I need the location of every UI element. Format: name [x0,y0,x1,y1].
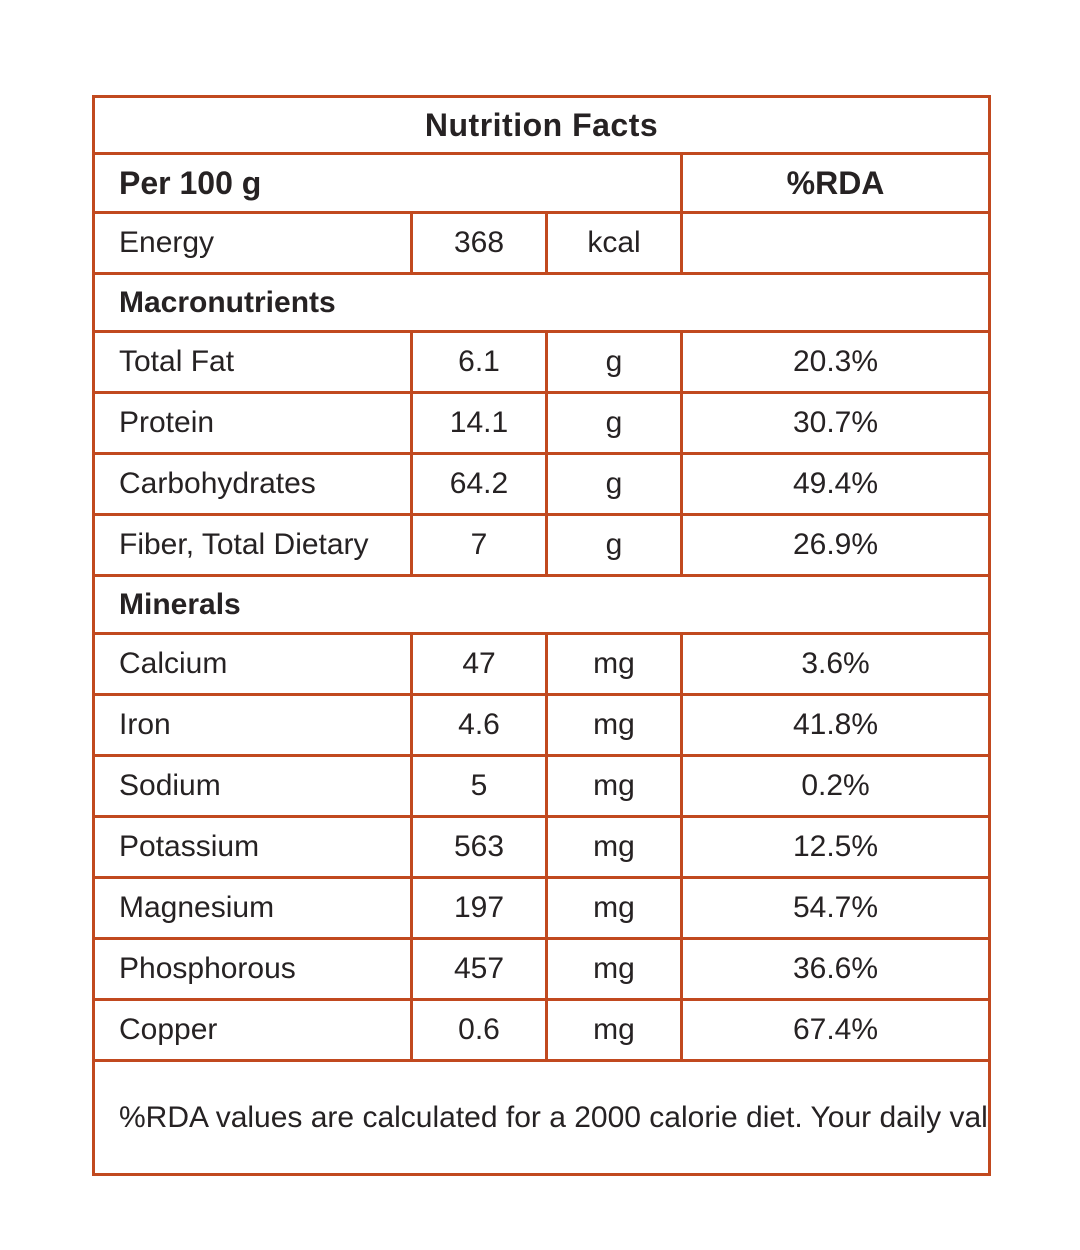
nutrient-value: 64.2 [410,452,548,516]
nutrient-value: 47 [410,632,548,696]
nutrient-value: 5 [410,754,548,818]
nutrient-value: 368 [410,211,548,275]
section-heading-label: Minerals [91,574,992,635]
nutrition-table: Nutrition Facts Per 100 g %RDA Energy 36… [91,95,992,1176]
nutrient-rda: 30.7% [679,391,992,455]
nutrient-name: Total Fat [92,330,413,394]
rda-footnote: %RDA values are calculated for a 2000 ca… [91,1059,992,1176]
table-title: Nutrition Facts [91,95,992,155]
nutrient-unit: mg [545,876,683,940]
nutrient-value: 0.6 [410,998,548,1062]
nutrient-rda: 67.4% [679,998,992,1062]
nutrient-unit: g [545,330,683,394]
section-heading-minerals: Minerals [91,574,992,635]
table-row-iron: Iron 4.6 mg 41.8% [92,693,992,757]
nutrient-unit: mg [545,754,683,818]
table-row-energy: Energy 368 kcal [92,211,992,275]
nutrient-unit: mg [545,937,683,1001]
rda-column-header: %RDA [679,152,992,214]
nutrient-value: 4.6 [410,693,548,757]
nutrient-name: Magnesium [92,876,413,940]
nutrient-name: Phosphorous [92,937,413,1001]
nutrient-name: Potassium [92,815,413,879]
footnote-row: %RDA values are calculated for a 2000 ca… [91,1059,992,1176]
nutrient-rda: 54.7% [679,876,992,940]
nutrient-rda [679,211,992,275]
nutrient-rda: 12.5% [679,815,992,879]
nutrient-name: Sodium [92,754,413,818]
nutrient-rda: 0.2% [679,754,992,818]
nutrient-name: Iron [92,693,413,757]
table-row-sodium: Sodium 5 mg 0.2% [92,754,992,818]
table-row-phosphorous: Phosphorous 457 mg 36.6% [92,937,992,1001]
nutrient-value: 457 [410,937,548,1001]
nutrient-rda: 36.6% [679,937,992,1001]
nutrient-value: 563 [410,815,548,879]
nutrient-unit: g [545,513,683,577]
table-header-row: Per 100 g %RDA [92,152,992,214]
table-row-fiber: Fiber, Total Dietary 7 g 26.9% [92,513,992,577]
nutrient-unit: mg [545,998,683,1062]
table-row-copper: Copper 0.6 mg 67.4% [92,998,992,1062]
nutrient-unit: kcal [545,211,683,275]
nutrient-name: Energy [92,211,413,275]
section-heading-label: Macronutrients [91,272,992,333]
nutrient-value: 14.1 [410,391,548,455]
nutrient-name: Fiber, Total Dietary [92,513,413,577]
nutrient-unit: mg [545,632,683,696]
nutrient-unit: mg [545,815,683,879]
table-row-protein: Protein 14.1 g 30.7% [92,391,992,455]
serving-size-header: Per 100 g [92,152,683,214]
table-row-carbohydrates: Carbohydrates 64.2 g 49.4% [92,452,992,516]
table-row-calcium: Calcium 47 mg 3.6% [92,632,992,696]
table-row-magnesium: Magnesium 197 mg 54.7% [92,876,992,940]
nutrient-name: Carbohydrates [92,452,413,516]
table-row-total-fat: Total Fat 6.1 g 20.3% [92,330,992,394]
nutrient-name: Copper [92,998,413,1062]
nutrient-name: Protein [92,391,413,455]
nutrient-unit: mg [545,693,683,757]
nutrient-rda: 20.3% [679,330,992,394]
nutrient-value: 7 [410,513,548,577]
nutrient-value: 6.1 [410,330,548,394]
nutrient-value: 197 [410,876,548,940]
nutrient-unit: g [545,452,683,516]
nutrient-rda: 3.6% [679,632,992,696]
table-row-potassium: Potassium 563 mg 12.5% [92,815,992,879]
nutrient-rda: 41.8% [679,693,992,757]
nutrient-rda: 26.9% [679,513,992,577]
nutrient-rda: 49.4% [679,452,992,516]
nutrient-name: Calcium [92,632,413,696]
table-title-row: Nutrition Facts [91,95,992,155]
nutrient-unit: g [545,391,683,455]
section-heading-macronutrients: Macronutrients [91,272,992,333]
